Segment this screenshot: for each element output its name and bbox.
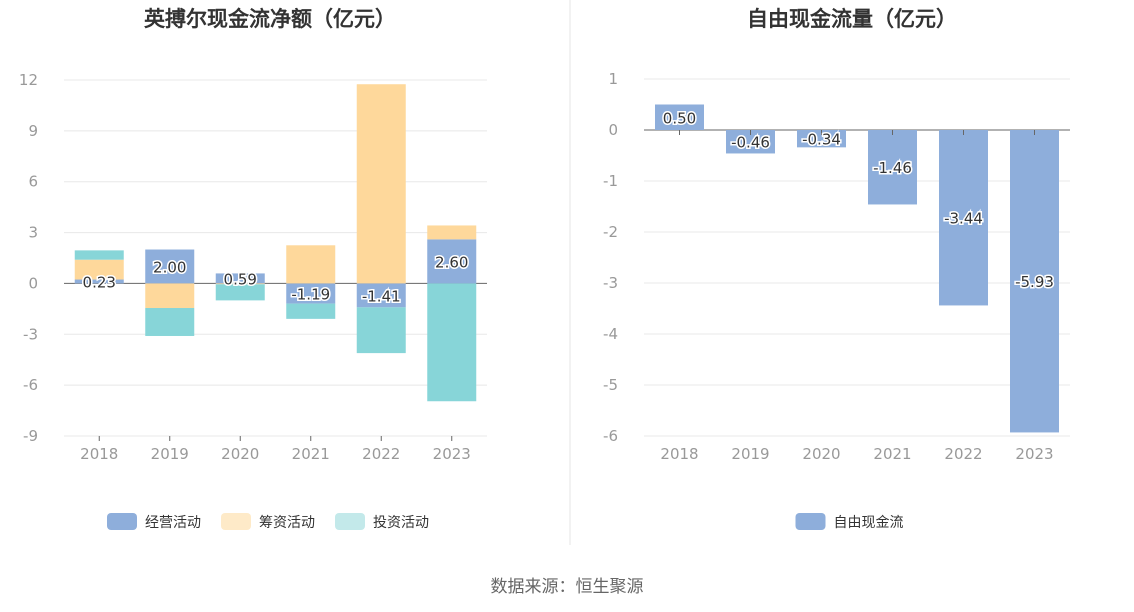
legend-item-自由现金流[interactable]: 自由现金流 — [795, 513, 904, 531]
bar-筹资活动-2021 — [286, 245, 336, 284]
bar-投资活动-2018 — [74, 250, 124, 260]
bar-经营活动-2023 — [427, 239, 477, 284]
y-tick-label: -5 — [603, 376, 618, 394]
bar-自由现金流-2022 — [939, 130, 988, 306]
bar-经营活动-2018 — [74, 279, 124, 284]
legend-label: 经营活动 — [145, 515, 201, 531]
x-tick-label: 2023 — [433, 445, 471, 463]
bar-经营活动-2020 — [215, 273, 265, 284]
bar-筹资活动-2020 — [215, 283, 265, 285]
chart-title: 英搏尔现金流净额（亿元） — [144, 7, 396, 31]
bar-投资活动-2023 — [427, 283, 477, 402]
legend-swatch — [221, 513, 251, 530]
y-tick-label: -9 — [23, 427, 38, 445]
x-tick-label: 2019 — [731, 445, 769, 463]
y-tick-label: -2 — [603, 223, 618, 241]
data-label: 0.59 — [224, 270, 257, 288]
bar-投资活动-2019 — [145, 308, 195, 336]
y-tick-label: 12 — [19, 71, 38, 89]
bar-筹资活动-2019 — [145, 283, 195, 309]
y-tick-label: -3 — [603, 274, 618, 292]
legend-item-投资活动[interactable]: 投资活动 — [335, 513, 429, 531]
x-tick-label: 2019 — [151, 445, 189, 463]
data-label: -0.34 — [802, 131, 841, 149]
y-tick-label: 1 — [608, 70, 618, 88]
legend-item-筹资活动[interactable]: 筹资活动 — [221, 513, 315, 531]
data-label: 0.23 — [83, 273, 116, 291]
legend-item-经营活动[interactable]: 经营活动 — [107, 513, 201, 531]
y-tick-label: -4 — [603, 325, 618, 343]
x-tick-label: 2022 — [362, 445, 400, 463]
bar-自由现金流-2021 — [868, 130, 917, 205]
bar-自由现金流-2019 — [726, 130, 775, 154]
bar-筹资活动-2023 — [427, 225, 477, 240]
legend-label: 投资活动 — [373, 515, 429, 531]
bar-自由现金流-2023 — [1010, 130, 1059, 433]
y-tick-label: -1 — [603, 172, 618, 190]
data-label: -1.19 — [291, 286, 330, 304]
x-tick-label: 2021 — [873, 445, 911, 463]
y-tick-label: 3 — [28, 224, 38, 242]
bar-自由现金流-2020 — [797, 130, 846, 148]
legend-swatch — [107, 513, 137, 530]
legend-swatch — [335, 513, 365, 530]
bar-经营活动-2019 — [145, 249, 195, 284]
bar-筹资活动-2022 — [356, 84, 406, 284]
free-cashflow-chart: 自由现金流量（亿元） 1 0 -1 -2 -3 -4 -5 -6 2018 2019 2020 2021… — [603, 7, 1070, 531]
y-tick-label: 0 — [28, 274, 38, 292]
y-tick-label: 0 — [608, 121, 618, 139]
data-label: 2.00 — [153, 258, 186, 276]
y-tick-label: 9 — [28, 122, 38, 140]
data-label: 2.60 — [435, 253, 468, 271]
y-tick-label: -6 — [23, 376, 38, 394]
legend-swatch — [795, 513, 826, 530]
bar-投资活动-2020 — [215, 284, 265, 301]
y-tick-label: -3 — [23, 325, 38, 343]
bar-自由现金流-2018 — [655, 104, 704, 130]
x-tick-label: 2018 — [80, 445, 118, 463]
x-tick-label: 2021 — [292, 445, 330, 463]
data-label: 0.50 — [663, 109, 696, 127]
data-label: -5.93 — [1015, 273, 1054, 291]
bar-筹资活动-2018 — [74, 259, 124, 280]
bar-经营活动-2021 — [286, 283, 336, 304]
x-tick-label: 2023 — [1015, 445, 1053, 463]
bar-经营活动-2022 — [356, 283, 406, 308]
source-text: 数据来源：恒生聚源 — [491, 577, 644, 597]
y-tick-label: 6 — [28, 173, 38, 191]
x-tick-label: 2020 — [802, 445, 840, 463]
data-label: -1.41 — [362, 287, 401, 305]
bar-投资活动-2021 — [286, 303, 336, 319]
x-tick-label: 2018 — [660, 445, 698, 463]
x-tick-label: 2022 — [944, 445, 982, 463]
legend-label: 筹资活动 — [259, 514, 315, 531]
data-label: -1.46 — [873, 159, 912, 177]
data-label: -3.44 — [944, 210, 983, 228]
data-label: -0.46 — [731, 134, 770, 152]
y-tick-label: -6 — [603, 427, 618, 445]
cashflow-net-chart: 英搏尔现金流净额（亿元） 12 9 6 3 0 -3 -6 -9 2018 2019 2020 2021… — [19, 7, 487, 531]
x-tick-label: 2020 — [221, 445, 259, 463]
legend-label: 自由现金流 — [834, 515, 904, 531]
chart-title: 自由现金流量（亿元） — [747, 7, 957, 31]
bar-投资活动-2022 — [356, 307, 406, 354]
